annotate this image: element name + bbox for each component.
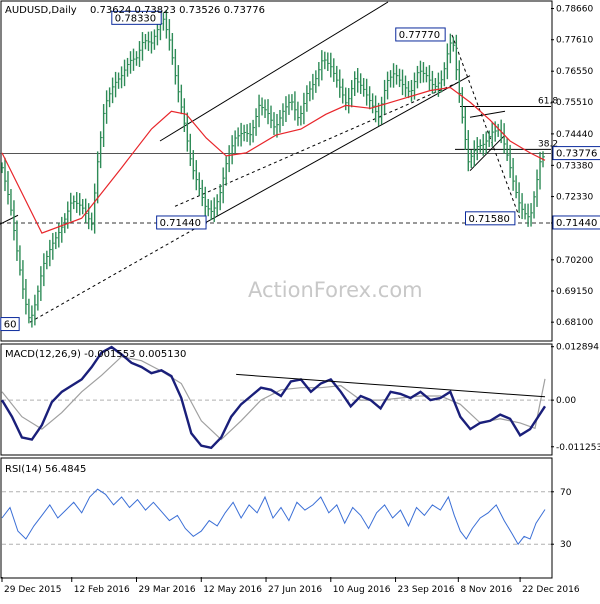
- price-y-tick-label: 0.73380: [556, 161, 593, 171]
- macd-layer: [0, 345, 547, 450]
- price-y-tick-label: 0.78660: [556, 5, 593, 15]
- price-label-box: [552, 146, 600, 161]
- macd-y-tick-label: 0.012894: [556, 343, 599, 353]
- x-tick-label: 29 Mar 2016: [139, 585, 196, 595]
- macd-y-tick-label: -0.011253: [556, 443, 600, 453]
- macd-y-tick-label: 0.00: [556, 396, 576, 406]
- grid-layer: [0, 8, 554, 582]
- rsi-title: RSI(14) 56.4845: [5, 464, 86, 475]
- x-tick-label: 12 May 2016: [203, 585, 262, 595]
- price-label-text: 0.77770: [399, 30, 440, 41]
- channel-upper-line: [159, 1, 389, 142]
- rsi-layer: [1, 488, 546, 546]
- macd-panel-frame: [0, 343, 553, 456]
- x-tick-label: 27 Jun 2016: [268, 585, 322, 595]
- rsi-y-tick-label: 70: [560, 488, 572, 498]
- moving-average-line: [1, 86, 546, 234]
- left-edge-line: [0, 214, 19, 225]
- price-y-tick-label: 0.68100: [556, 318, 593, 328]
- x-tick-label: 12 Feb 2016: [74, 585, 130, 595]
- price-label-box: [0, 317, 20, 332]
- price-y-tick-label: 0.75510: [556, 98, 593, 108]
- header-ohlc: 0.73624 0.73823 0.73526 0.73776: [90, 5, 265, 16]
- price-y-tick-label: 0.74440: [556, 130, 593, 140]
- price-label-text: 60: [4, 320, 17, 331]
- price-label-text: 0.73776: [556, 149, 597, 160]
- fib-618-label: 61.8: [538, 97, 558, 107]
- price-label-text: 0.71440: [556, 218, 597, 229]
- moving-average-layer: [1, 86, 546, 234]
- x-tick-label: 8 Nov 2016: [460, 585, 512, 595]
- header-symbol: AUDUSD,Daily: [5, 5, 77, 16]
- price-label-box: [156, 215, 207, 230]
- macd-title: MACD(12,26,9) -0.001553 0.005130: [5, 349, 186, 360]
- price-label-box: [465, 211, 516, 226]
- price-label-box: [395, 27, 446, 42]
- wedge-upper-line: [469, 110, 506, 118]
- x-tick-label: 22 Dec 2016: [522, 585, 580, 595]
- price-label-box: [552, 215, 600, 230]
- price-label-text: 0.71440: [160, 218, 201, 229]
- rsi-panel-frame: [0, 457, 553, 579]
- price-label-box: [111, 10, 162, 25]
- price-y-tick-label: 0.76550: [556, 67, 593, 77]
- x-tick-label: 23 Sep 2016: [398, 585, 455, 595]
- price-y-tick-label: 0.70200: [556, 256, 593, 266]
- price-y-tick-label: 0.77610: [556, 36, 593, 46]
- macd-trendline: [236, 373, 546, 398]
- price-y-tick-label: 0.69150: [556, 287, 593, 297]
- wedge-lower-line: [469, 134, 506, 172]
- rsi-line: [1, 488, 546, 546]
- price-label-text: 0.78330: [115, 13, 156, 24]
- macd-signal-line: [1, 355, 546, 441]
- text-layer: 0.78660 0.77610 0.76550 0.75510 0.74440 0.733…: [0, 5, 600, 595]
- projection-line: [451, 34, 521, 219]
- watermark: ActionForex.com: [248, 278, 423, 302]
- price-y-tick-label: 0.72330: [556, 193, 593, 203]
- price-panel-frame: [0, 0, 553, 342]
- rsi-y-tick-label: 30: [560, 540, 572, 550]
- x-tick-label: 29 Dec 2015: [4, 585, 62, 595]
- channel-mid-line: [174, 81, 461, 207]
- price-bars-layer: [1, 10, 546, 328]
- price-label-text: 0.71580: [469, 214, 510, 225]
- fib-382-label: 38.2: [538, 139, 558, 149]
- channel-layer: [0, 1, 521, 323]
- x-tick-label: 10 Aug 2016: [333, 585, 391, 595]
- channel-lower-line: [204, 75, 471, 224]
- macd-line: [0, 345, 547, 450]
